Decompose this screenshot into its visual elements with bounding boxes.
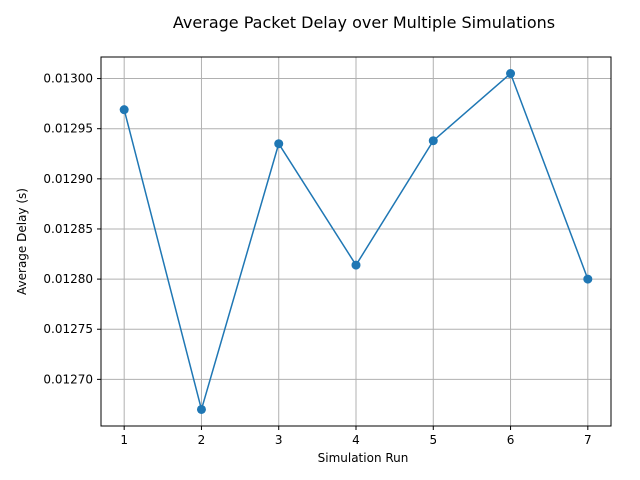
data-point [196, 404, 206, 414]
x-axis-label: Simulation Run [318, 451, 409, 465]
x-tick-label: 1 [120, 433, 128, 447]
grid [101, 57, 611, 426]
x-tick-label: 5 [429, 433, 437, 447]
data-point [274, 139, 284, 149]
x-tick-label: 7 [584, 433, 592, 447]
y-axis: 0.01270 0.01275 0.01280 0.01285 0.01290 0.012… [43, 72, 101, 386]
data-point [119, 105, 129, 115]
series-layer [119, 69, 593, 414]
x-tick-label: 6 [507, 433, 515, 447]
data-point [506, 69, 516, 79]
y-tick-label: 0.01290 [43, 172, 93, 186]
x-tick-label: 2 [198, 433, 206, 447]
y-tick-label: 0.01295 [43, 122, 93, 136]
y-tick-label: 0.01270 [43, 372, 93, 386]
data-point [351, 260, 361, 270]
x-tick-label: 3 [275, 433, 283, 447]
data-point [583, 274, 593, 284]
y-tick-label: 0.01285 [43, 222, 93, 236]
x-tick-label: 4 [352, 433, 360, 447]
x-axis: 1 2 3 4 5 6 7 [120, 426, 592, 447]
chart-title: Average Packet Delay over Multiple Simul… [173, 13, 555, 32]
data-point [428, 136, 438, 146]
y-tick-label: 0.01280 [43, 272, 93, 286]
y-axis-label: Average Delay (s) [15, 188, 29, 295]
y-tick-label: 0.01300 [43, 72, 93, 86]
y-tick-label: 0.01275 [43, 322, 93, 336]
